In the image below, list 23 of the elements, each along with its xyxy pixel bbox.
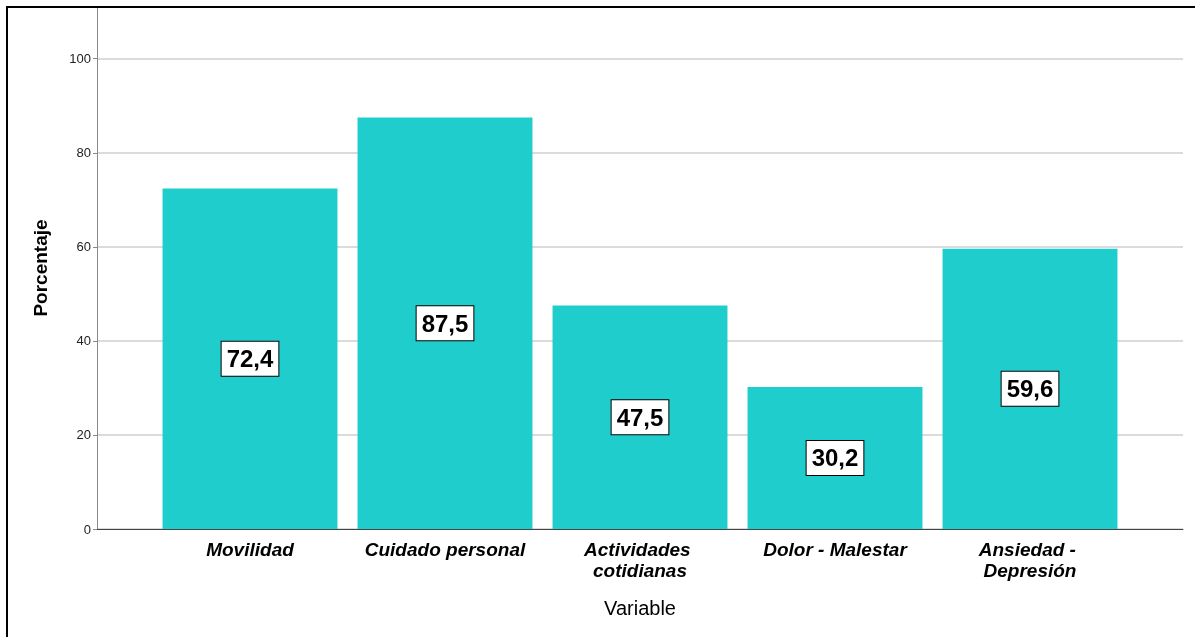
x-tick-label: Cuidado personal [364, 539, 526, 560]
x-axis-title: Variable [604, 597, 676, 619]
y-tick-label: 40 [76, 333, 91, 349]
data-label: 59,6 [1006, 375, 1054, 403]
x-tick-label: Dolor - Malestar [763, 539, 909, 560]
data-label: 47,5 [616, 403, 664, 431]
x-tick-label: Ansiedad - Depresión [977, 539, 1082, 581]
bar [942, 248, 1118, 529]
x-tick-label: Movilidad [206, 539, 295, 560]
y-axis-title: Porcentaje [30, 219, 51, 317]
y-tick-label: 80 [76, 145, 91, 161]
bar [162, 188, 338, 529]
bar [747, 386, 923, 529]
y-tick-label: 0 [83, 521, 91, 537]
bar [552, 305, 728, 529]
y-tick-label: 60 [76, 239, 91, 255]
bar [357, 117, 533, 529]
data-label: 30,2 [811, 444, 859, 472]
y-tick-label: 20 [76, 427, 91, 443]
x-tick-label: Actividades cotidianas [583, 539, 696, 581]
data-label: 87,5 [421, 309, 469, 337]
data-label: 72,4 [226, 345, 274, 373]
y-tick-label: 100 [69, 51, 91, 67]
